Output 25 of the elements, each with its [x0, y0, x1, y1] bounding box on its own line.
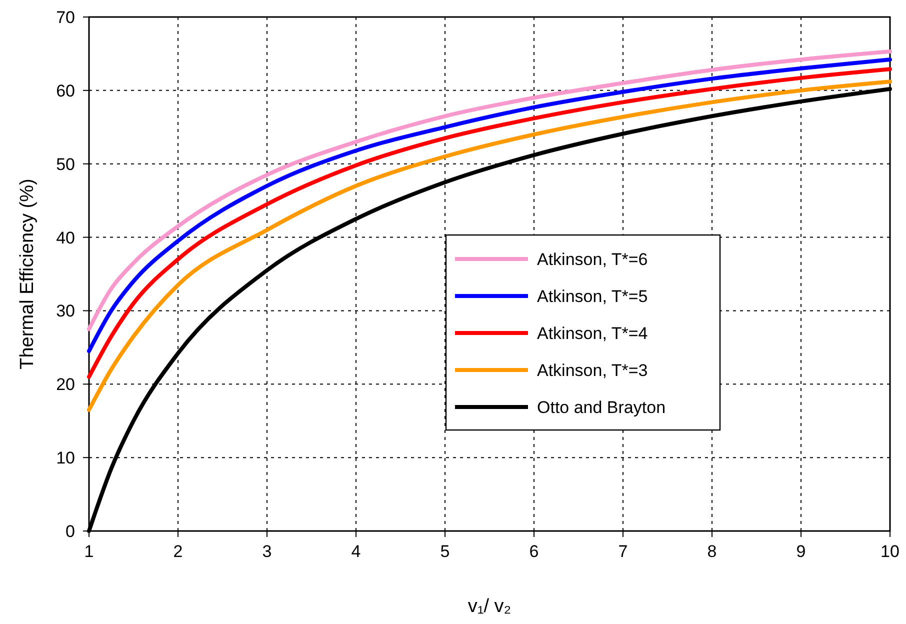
y-tick-label: 10	[56, 448, 75, 468]
x-tick-label: 6	[529, 542, 539, 561]
legend-label: Atkinson, T*=3	[537, 361, 648, 380]
x-tick-label: 4	[351, 542, 361, 561]
x-tick-label: 9	[796, 542, 806, 561]
x-tick-label: 10	[880, 542, 900, 561]
y-tick-label: 40	[56, 228, 75, 248]
legend-label: Atkinson, T*=5	[537, 287, 648, 306]
y-tick-label: 70	[56, 8, 75, 27]
x-tick-label: 3	[262, 542, 272, 561]
x-tick-label: 1	[84, 542, 94, 561]
x-axis-title: v₁/ v₂	[468, 596, 512, 617]
x-tick-label: 2	[173, 542, 183, 561]
x-tick-label: 5	[440, 542, 450, 561]
y-tick-label: 0	[66, 522, 75, 541]
y-tick-label: 30	[56, 302, 75, 321]
x-tick-label: 8	[707, 542, 717, 561]
legend-label: Atkinson, T*=4	[537, 324, 648, 343]
legend-label: Atkinson, T*=6	[537, 250, 648, 269]
y-tick-label: 50	[56, 154, 75, 174]
x-tick-label: 7	[618, 542, 628, 561]
legend-label: Otto and Brayton	[537, 398, 666, 417]
y-tick-label: 20	[56, 375, 75, 394]
y-tick-label: 60	[56, 81, 75, 100]
y-axis-title: Thermal Efficiency (%)	[17, 178, 38, 370]
